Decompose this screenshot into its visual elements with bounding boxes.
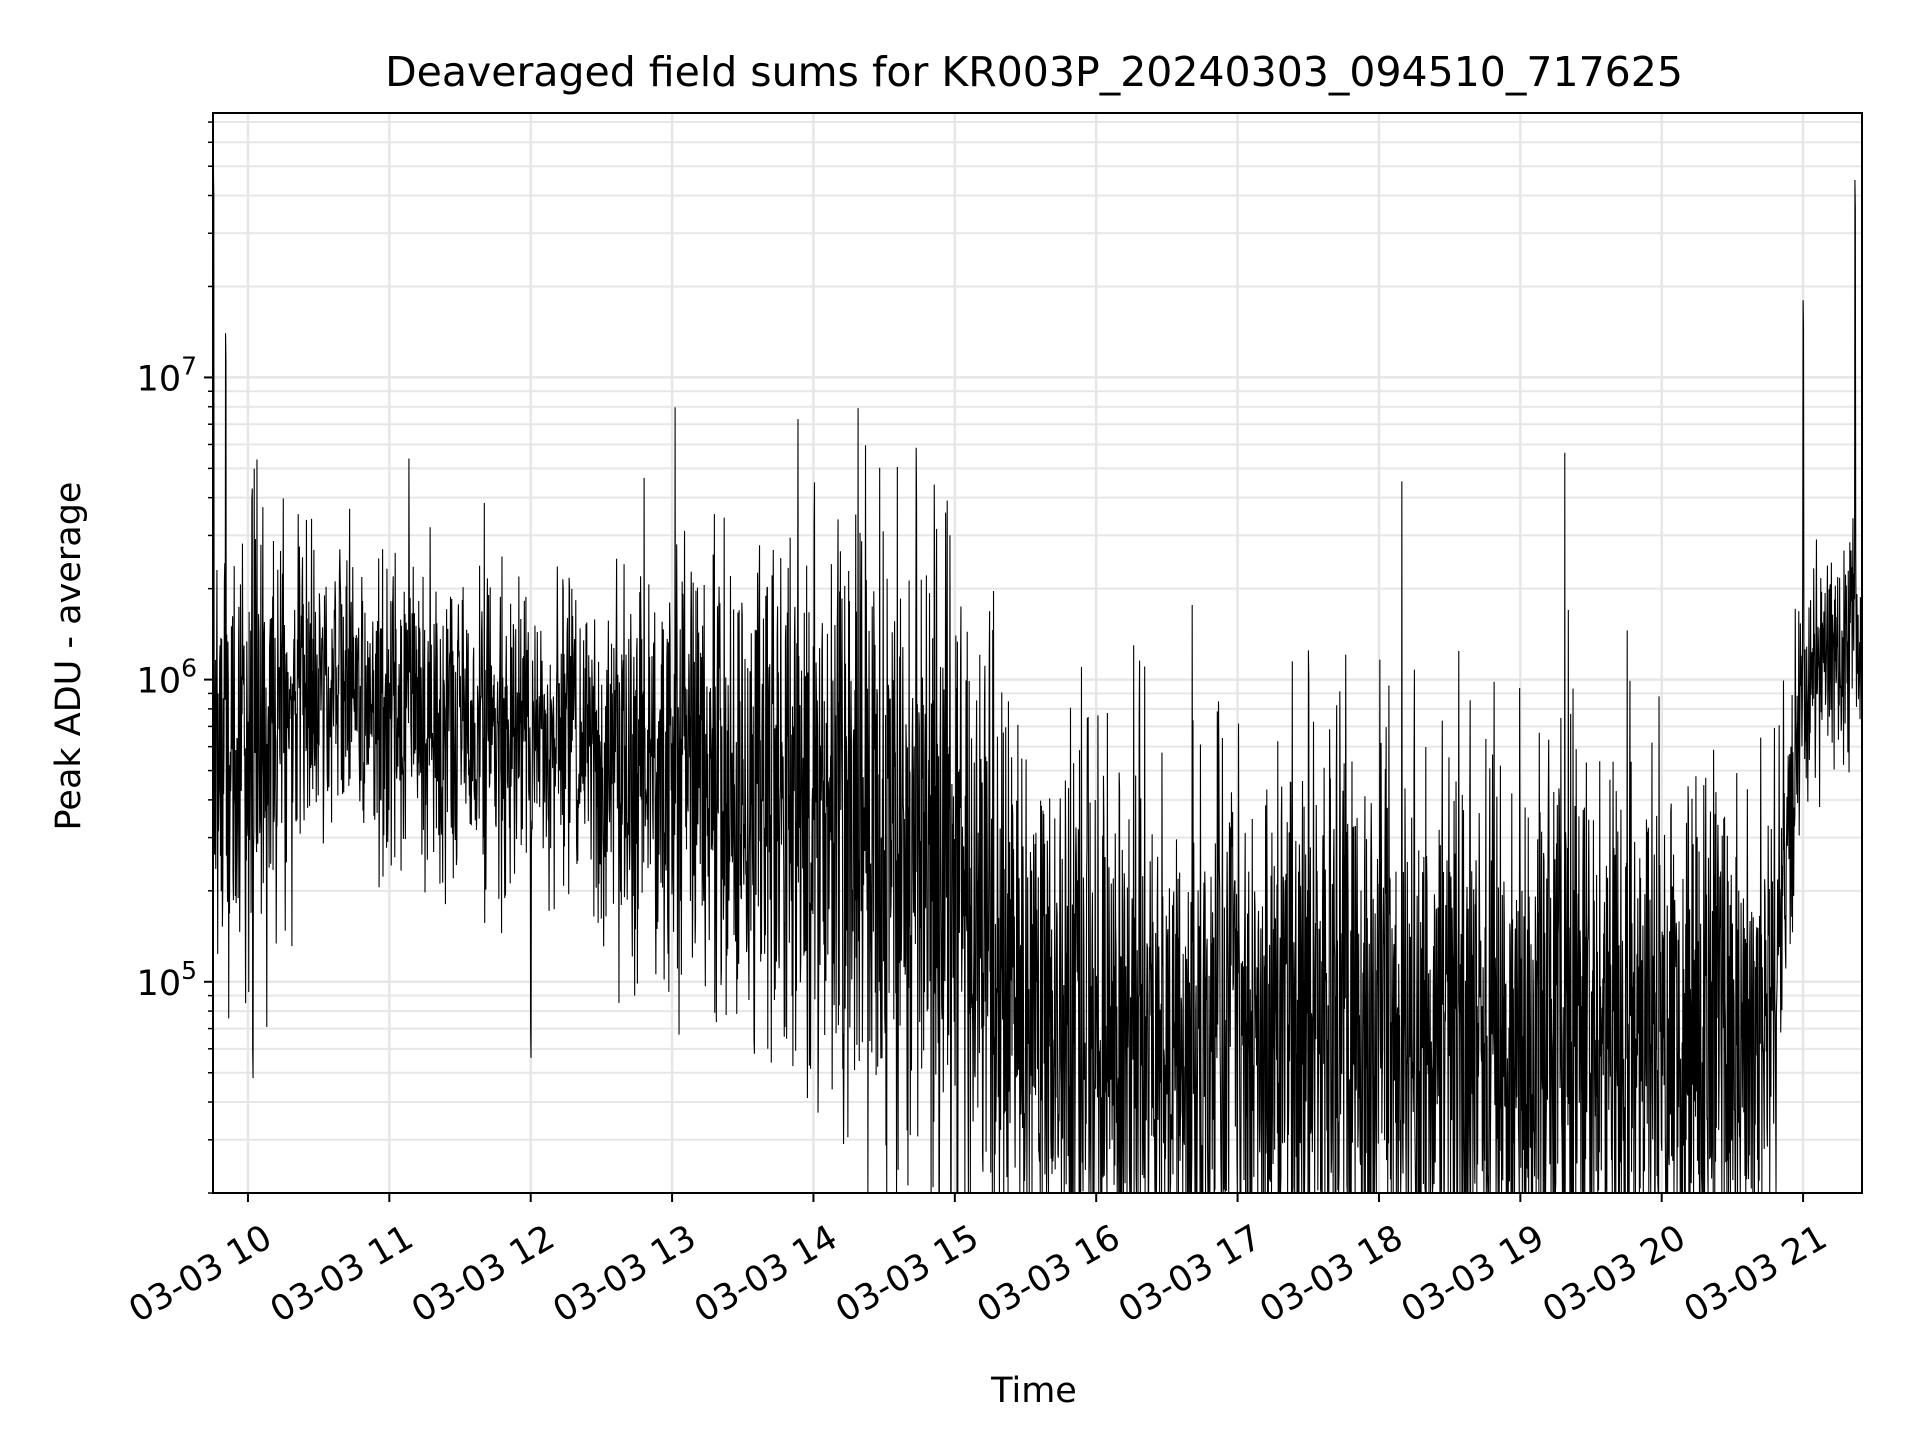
y-tick-label-exponent: 7 <box>181 351 197 380</box>
y-tick-label-base: 10 <box>137 662 182 702</box>
x-axis-label: Time <box>990 1371 1077 1411</box>
y-tick-label-exponent: 6 <box>181 654 197 683</box>
y-tick-label: 106 <box>137 654 197 702</box>
y-tick-label-base: 10 <box>137 964 182 1004</box>
y-tick-label-base: 10 <box>137 359 182 399</box>
y-tick-label: 107 <box>137 351 197 399</box>
y-tick-label: 105 <box>137 956 197 1004</box>
series <box>212 166 1863 1194</box>
plot-frame <box>212 112 1863 1194</box>
series-line <box>212 166 1863 1194</box>
y-axis-label: Peak ADU - average <box>49 482 89 831</box>
y-tick-label-exponent: 5 <box>181 956 197 985</box>
chart-title: Deaveraged field sums for KR003P_2024030… <box>385 48 1683 96</box>
